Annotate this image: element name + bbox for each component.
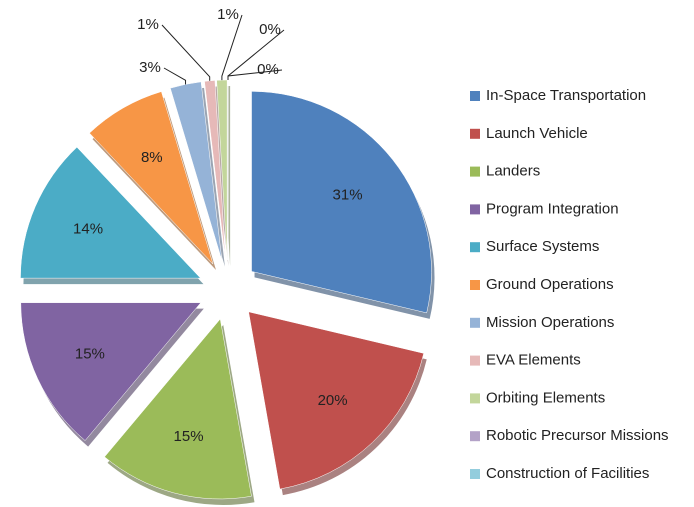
legend-label: Robotic Precursor Missions <box>486 427 669 444</box>
legend-swatch <box>470 280 480 290</box>
legend-swatch <box>470 317 480 328</box>
legend-swatch <box>470 91 480 101</box>
legend-label: Ground Operations <box>486 276 614 293</box>
legend-swatch <box>470 393 480 404</box>
data-label: 0% <box>259 21 281 38</box>
legend-label: Construction of Facilities <box>486 465 649 482</box>
data-label: 1% <box>217 6 239 23</box>
legend-label: Surface Systems <box>486 238 599 255</box>
data-label: 15% <box>75 345 105 362</box>
leader-line <box>221 14 243 81</box>
legend-label: Program Integration <box>486 200 619 217</box>
legend-swatch <box>470 128 480 139</box>
legend-label: Landers <box>486 163 540 180</box>
legend-swatch <box>470 431 480 442</box>
legend-label: Mission Operations <box>486 314 614 331</box>
leader-line <box>227 69 283 80</box>
legend-label: EVA Elements <box>486 352 581 369</box>
slice <box>204 80 226 261</box>
slice <box>20 146 202 279</box>
data-label: 14% <box>73 221 103 238</box>
slice <box>169 81 223 261</box>
legend-swatch <box>470 242 480 253</box>
data-label: 0% <box>257 61 279 78</box>
data-label: 1% <box>137 16 159 33</box>
legend-label: Orbiting Elements <box>486 389 605 406</box>
data-label: 3% <box>139 59 161 76</box>
legend-swatch <box>470 355 480 366</box>
legend-swatch <box>470 469 480 479</box>
data-label: 8% <box>141 149 163 166</box>
slice <box>104 318 252 500</box>
legend-label: Launch Vehicle <box>486 125 588 142</box>
slice <box>248 311 425 490</box>
slice <box>251 91 432 314</box>
data-label: 15% <box>174 428 204 445</box>
legend-swatch <box>470 204 480 215</box>
legend-label: In-Space Transportation <box>486 87 646 104</box>
legend-swatch <box>470 166 480 177</box>
leader-line <box>161 24 211 81</box>
leader-line <box>163 67 187 85</box>
slice <box>20 302 202 441</box>
data-label: 31% <box>333 186 363 203</box>
data-label: 20% <box>318 392 348 409</box>
slice <box>89 91 214 265</box>
